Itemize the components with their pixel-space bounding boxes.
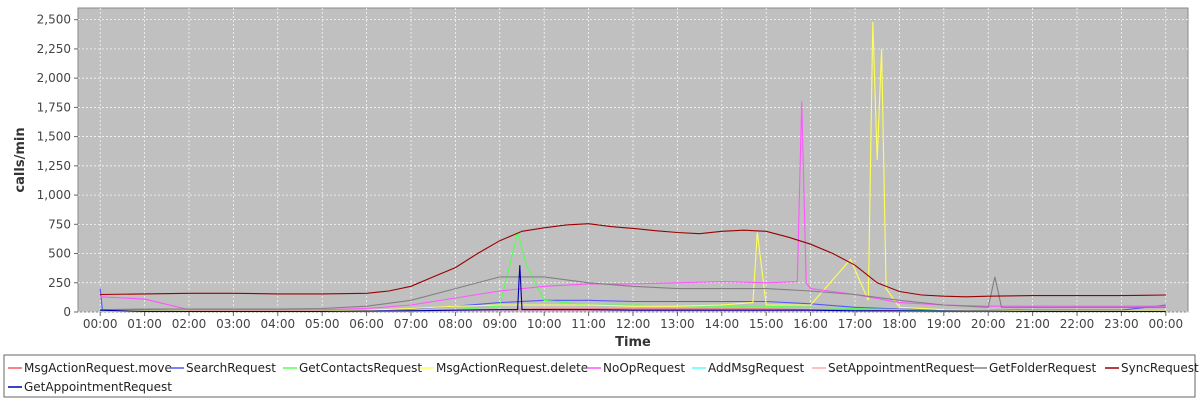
legend-label-searchrequest: SearchRequest [186,361,276,375]
x-tick-label: 13:00 [660,317,695,331]
x-tick-label: 02:00 [172,317,207,331]
y-tick-label: 500 [48,247,71,261]
x-tick-label: 12:00 [616,317,651,331]
series-line-getfolderrequest [100,276,1166,311]
series-line-msgactionrequest-delete [100,21,1166,312]
y-axis-label: calls/min [13,127,28,192]
y-axis: 0 250 500 750 1,000 1,250 1,500 1,750 2,000 2,250… [37,13,78,319]
grid [78,8,1188,313]
y-tick-label: 2,250 [37,42,71,56]
legend-label-msgactionrequest-delete: MsgActionRequest.delete [436,361,588,375]
legend-items: MsgActionRequest.move SearchRequest GetCon… [8,361,1199,394]
series-line-getappointmentrequest [100,265,1166,312]
x-tick-label: 15:00 [749,317,784,331]
series-lines [99,21,1166,312]
x-tick-label: 18:00 [882,317,917,331]
legend-label-setappointmentrequest: SetAppointmentRequest [828,361,975,375]
x-axis: 00:00 01:00 02:00 03:00 04:00 05:00 06:00 07:00… [83,312,1183,331]
y-tick-label: 2,500 [37,13,71,27]
x-tick-label: 20:00 [971,317,1006,331]
legend-label-syncrequest: SyncRequest [1121,361,1199,375]
x-axis-label: Time [615,335,651,350]
series-line-syncrequest [100,223,1166,298]
x-tick-label: 11:00 [571,317,606,331]
x-tick-label: 17:00 [838,317,873,331]
x-tick-label: 10:00 [527,317,562,331]
y-tick-label: 1,250 [37,159,71,173]
x-tick-label: 07:00 [394,317,429,331]
y-tick-label: 1,000 [37,188,71,202]
y-tick-label: 1,750 [37,100,71,114]
legend-label-getcontactsrequest: GetContactsRequest [299,361,422,375]
x-tick-label: 06:00 [349,317,384,331]
x-tick-label: 00:00 [83,317,118,331]
x-tick-label: 05:00 [305,317,340,331]
x-tick-label: 03:00 [216,317,251,331]
y-tick-label: 250 [48,276,71,290]
legend-label-addmsgrequest: AddMsgRequest [708,361,804,375]
x-tick-label: 00:00 [1149,317,1184,331]
x-tick-label: 01:00 [127,317,162,331]
y-tick-label: 0 [63,305,71,319]
x-tick-label: 04:00 [261,317,296,331]
legend-label-msgactionrequest-move: MsgActionRequest.move [24,361,172,375]
y-tick-label: 750 [48,217,71,231]
x-tick-label: 22:00 [1060,317,1095,331]
legend-label-getappointmentrequest: GetAppointmentRequest [24,380,172,394]
x-tick-label: 09:00 [483,317,518,331]
y-tick-label: 2,000 [37,71,71,85]
x-tick-label: 14:00 [705,317,740,331]
x-tick-label: 21:00 [1015,317,1050,331]
legend-label-getfolderrequest: GetFolderRequest [989,361,1097,375]
legend [3,354,1196,398]
x-tick-label: 16:00 [793,317,828,331]
x-tick-label: 19:00 [927,317,962,331]
x-tick-label: 23:00 [1104,317,1139,331]
y-tick-label: 1,500 [37,130,71,144]
legend-label-nooprequest: NoOpRequest [603,361,685,375]
x-tick-label: 08:00 [438,317,473,331]
